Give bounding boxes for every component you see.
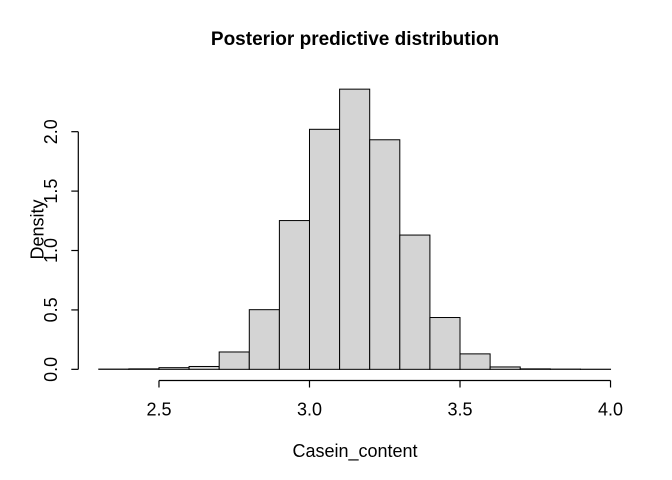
histogram-bar [339, 88, 371, 370]
y-tick-label: 0.0 [41, 357, 61, 382]
x-tick-label: 3.0 [297, 400, 322, 420]
x-tick-label: 3.5 [447, 400, 472, 420]
histogram-bar [188, 365, 220, 370]
y-tick-label: 1.0 [41, 238, 61, 263]
histogram-bar [218, 351, 250, 370]
histogram-bar [429, 317, 461, 370]
histogram-bar [308, 128, 341, 370]
histogram-bar [489, 366, 521, 370]
histogram-bar [278, 220, 310, 370]
histogram-bar [369, 139, 401, 370]
chart-title: Posterior predictive distribution [210, 29, 500, 50]
y-tick-label: 0.5 [41, 297, 61, 322]
histogram-bar [158, 367, 190, 370]
histogram-bar [459, 353, 491, 370]
x-tick-label: 4.0 [598, 400, 623, 420]
y-tick-label: 2.0 [41, 119, 61, 144]
x-tick-label: 2.5 [146, 400, 171, 420]
y-tick-label: 1.5 [41, 179, 61, 204]
histogram-bar [399, 234, 431, 370]
x-axis-label: Casein_content [292, 441, 418, 461]
histogram-bar [248, 309, 280, 370]
